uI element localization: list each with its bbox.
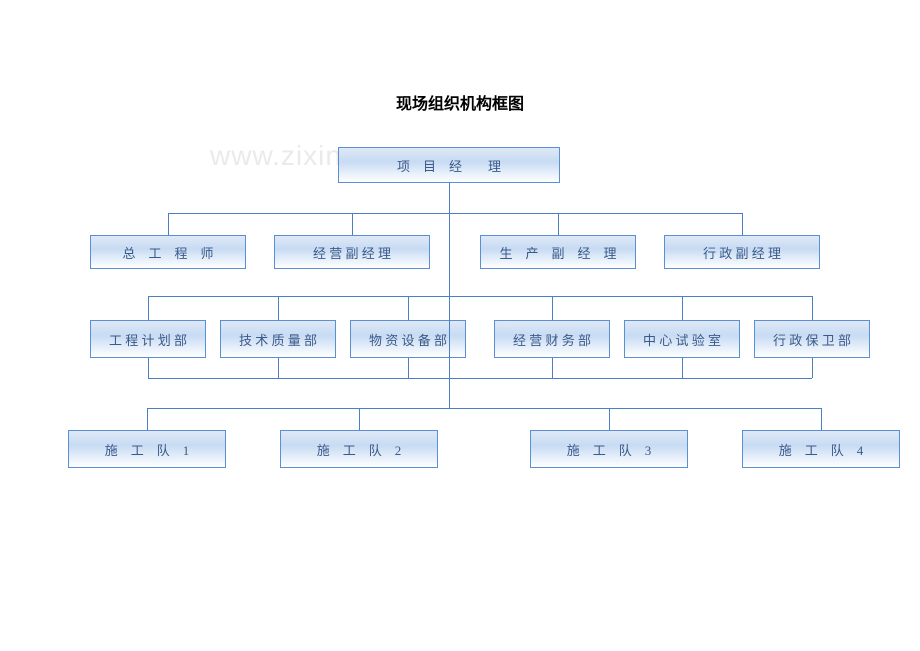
connector [148, 296, 149, 320]
connector [742, 213, 743, 235]
connector [359, 408, 360, 430]
org-node-l4a: 施 工 队 1 [68, 430, 226, 468]
org-node-l4b: 施 工 队 2 [280, 430, 438, 468]
org-node-l2c: 生 产 副 经 理 [480, 235, 636, 269]
connector [408, 358, 409, 378]
connector [168, 213, 742, 214]
connector [821, 408, 822, 430]
org-node-l3b: 技 术 质 量 部 [220, 320, 336, 358]
connector [352, 213, 353, 235]
chart-title: 现场组织机构框图 [0, 90, 920, 114]
connector [147, 408, 821, 409]
connector [682, 296, 683, 320]
org-chart-canvas: www.zixin.com.cn 现场组织机构框图 项 目 经 理总 工 程 师… [0, 0, 920, 651]
org-node-l3d: 经 营 财 务 部 [494, 320, 610, 358]
connector [552, 358, 553, 378]
connector [168, 213, 169, 235]
org-node-l3e: 中 心 试 验 室 [624, 320, 740, 358]
org-node-l3a: 工 程 计 划 部 [90, 320, 206, 358]
org-node-l2d: 行 政 副 经 理 [664, 235, 820, 269]
connector [148, 358, 149, 378]
org-node-l4c: 施 工 队 3 [530, 430, 688, 468]
connector [278, 296, 279, 320]
connector [148, 378, 812, 379]
connector [812, 296, 813, 320]
org-node-l2b: 经 营 副 经 理 [274, 235, 430, 269]
connector [147, 408, 148, 430]
connector [558, 213, 559, 235]
org-node-l4d: 施 工 队 4 [742, 430, 900, 468]
connector [278, 358, 279, 378]
connector [682, 358, 683, 378]
org-node-l2a: 总 工 程 师 [90, 235, 246, 269]
connector [609, 408, 610, 430]
connector [148, 296, 812, 297]
connector [552, 296, 553, 320]
org-node-l3f: 行 政 保 卫 部 [754, 320, 870, 358]
connector [812, 358, 813, 378]
connector [408, 296, 409, 320]
org-node-root: 项 目 经 理 [338, 147, 560, 183]
